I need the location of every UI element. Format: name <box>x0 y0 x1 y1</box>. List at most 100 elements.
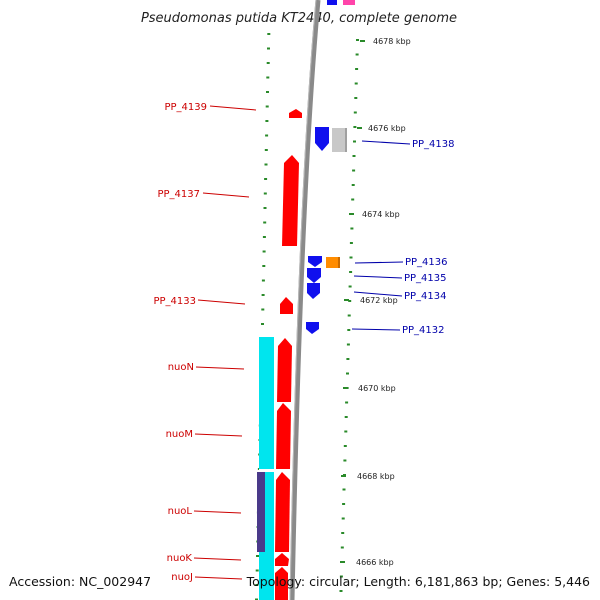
genome-backbone-highlight <box>289 0 317 600</box>
kbp-major-ticks <box>340 40 365 563</box>
connector-pp4136 <box>354 261 404 264</box>
gene-nuoK <box>275 553 289 566</box>
topology-text: Topology: circular; Length: 6,181,863 bp… <box>246 574 590 589</box>
gene-pp4135 <box>307 268 321 283</box>
gene-label: PP_4139 <box>164 102 207 113</box>
minor-tick <box>261 308 265 311</box>
genome-backbone <box>289 0 321 600</box>
reverse-strand-genes <box>275 109 302 600</box>
gene-label: PP_4138 <box>412 139 455 150</box>
minor-tick <box>265 105 269 108</box>
minor-tick <box>352 169 356 172</box>
gene-nuoM <box>276 403 291 469</box>
minor-tick <box>266 62 270 64</box>
minor-tick <box>263 221 267 224</box>
minor-tick <box>255 569 259 572</box>
complex-i-subfeature <box>257 472 265 552</box>
minor-tick <box>261 323 264 325</box>
minor-tick <box>265 120 269 122</box>
connector-nuoN <box>195 366 245 370</box>
gene-nuoJ <box>275 567 288 600</box>
minor-tick <box>341 517 345 520</box>
minor-tick <box>354 97 358 99</box>
kbp-tick <box>357 127 362 129</box>
minor-tick <box>344 430 348 433</box>
minor-tick <box>255 584 259 586</box>
minor-tick <box>263 207 267 209</box>
map-title: Pseudomonas putida KT2440, complete geno… <box>141 11 457 26</box>
orange-feature-edge <box>338 257 340 268</box>
gene-nuoN <box>277 338 292 402</box>
gene-label: PP_4132 <box>402 325 445 336</box>
gene-pp4138 <box>315 127 329 151</box>
gene-label: nuoM <box>166 429 193 440</box>
gene-pp4134 <box>307 283 320 299</box>
accession-text: Accession: NC_002947 <box>9 574 151 589</box>
minor-tick <box>350 227 354 230</box>
minor-tick <box>353 126 357 128</box>
minor-tick <box>340 546 344 549</box>
gene-label: nuoN <box>168 362 194 373</box>
kbp-label: 4670 kbp <box>358 384 396 393</box>
gene-label: PP_4135 <box>404 273 447 284</box>
minor-tick <box>351 198 355 201</box>
minor-tick <box>354 82 358 85</box>
kbp-tick <box>344 299 349 301</box>
complex-i-gap <box>259 469 274 472</box>
connector-nuoK <box>193 557 242 561</box>
orange-feature <box>326 257 340 268</box>
minor-tick <box>264 178 268 180</box>
connector-nuoM <box>194 433 243 437</box>
minor-tick <box>267 47 270 50</box>
kbp-label: 4674 kbp <box>362 210 400 219</box>
connector-nuoL <box>193 510 242 514</box>
minor-tick <box>343 445 347 447</box>
gene-pp4139 <box>289 109 302 118</box>
minor-tick <box>264 163 268 166</box>
connector-pp4133 <box>197 299 246 305</box>
gene-label: PP_4136 <box>405 257 448 268</box>
minor-tick <box>349 242 353 244</box>
kbp-label: 4666 kbp <box>356 558 394 567</box>
minor-tick <box>346 358 350 360</box>
gene-pp4133 <box>280 297 293 314</box>
minor-tick <box>353 140 356 143</box>
kbp-tick <box>341 475 346 477</box>
minor-tick <box>339 575 343 578</box>
minor-tick <box>344 416 348 418</box>
connector-pp4134 <box>353 291 403 297</box>
kbp-label: 4678 kbp <box>373 37 411 46</box>
complex-i-feature <box>259 337 274 600</box>
grey-feature-edge <box>345 128 347 152</box>
minor-tick <box>355 68 359 70</box>
left-label-connectors <box>193 105 257 580</box>
minor-tick <box>266 91 269 93</box>
connector-pp4139 <box>209 105 257 111</box>
kbp-label: 4676 kbp <box>368 124 406 133</box>
minor-tick <box>355 53 359 56</box>
top-magenta-gene-fragment <box>343 0 355 5</box>
connector-pp4138 <box>361 140 411 145</box>
kbp-tick <box>340 561 345 563</box>
gene-label: PP_4137 <box>157 189 200 200</box>
connector-pp4137 <box>202 192 250 198</box>
right-label-connectors <box>351 140 411 331</box>
minor-tick <box>341 532 345 534</box>
minor-tick <box>346 372 349 375</box>
minor-tick <box>262 236 266 238</box>
kbp-tick <box>349 213 354 215</box>
minor-tick <box>342 503 346 505</box>
minor-tick <box>346 343 350 346</box>
gene-nuoL <box>275 472 290 552</box>
kbp-tick <box>343 387 348 389</box>
minor-tick <box>343 459 347 462</box>
minor-tick <box>265 134 269 137</box>
gene-label: nuoL <box>168 506 193 517</box>
minor-tick <box>352 155 356 157</box>
minor-tick <box>349 256 353 259</box>
minor-tick <box>262 250 266 253</box>
connector-pp4132 <box>351 328 401 331</box>
gene-label: nuoK <box>167 553 193 564</box>
minor-tick <box>256 555 259 557</box>
